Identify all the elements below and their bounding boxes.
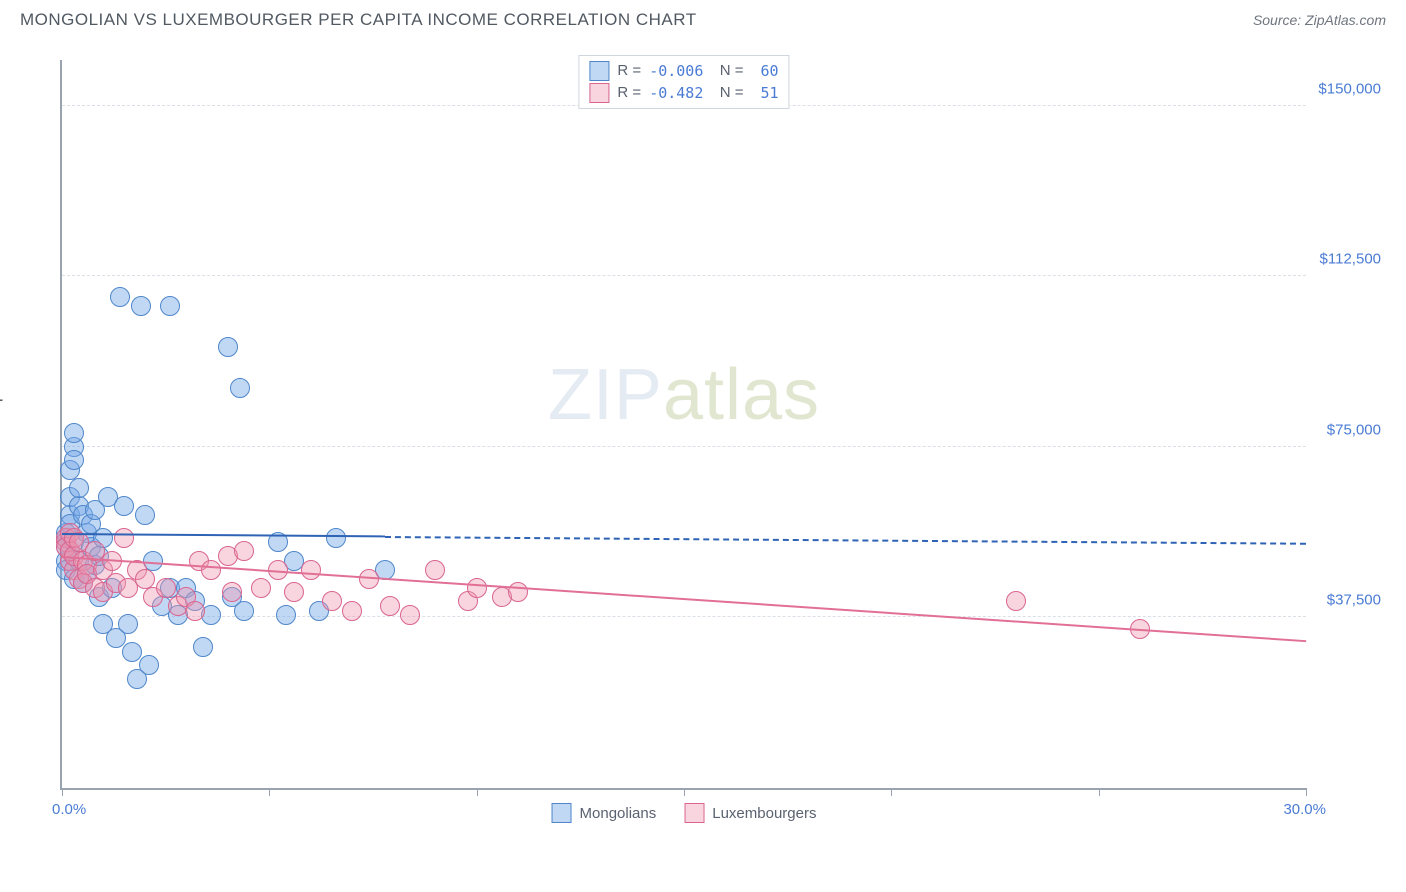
chart-area: Per Capita Income ZIPatlas $37,500$75,00… bbox=[20, 40, 1386, 840]
legend-series: Mongolians Luxembourgers bbox=[552, 803, 817, 823]
legend-row: R = -0.006 N = 60 bbox=[589, 60, 778, 82]
y-axis-title: Per Capita Income bbox=[0, 324, 4, 448]
data-point bbox=[251, 578, 271, 598]
plot-region: ZIPatlas $37,500$75,000$112,500$150,0000… bbox=[60, 60, 1306, 790]
legend-item: Luxembourgers bbox=[684, 803, 816, 823]
gridline bbox=[62, 275, 1306, 276]
legend-stats: R = -0.006 N = 60R = -0.482 N = 51 bbox=[578, 55, 789, 109]
data-point bbox=[508, 582, 528, 602]
data-point bbox=[114, 528, 134, 548]
data-point bbox=[160, 296, 180, 316]
x-label-left: 0.0% bbox=[52, 801, 86, 818]
data-point bbox=[284, 582, 304, 602]
legend-row: R = -0.482 N = 51 bbox=[589, 82, 778, 104]
data-point bbox=[301, 560, 321, 580]
data-point bbox=[64, 423, 84, 443]
data-point bbox=[322, 591, 342, 611]
data-point bbox=[326, 528, 346, 548]
data-point bbox=[230, 378, 250, 398]
legend-item: Mongolians bbox=[552, 803, 657, 823]
data-point bbox=[122, 642, 142, 662]
x-tick bbox=[477, 788, 478, 796]
data-point bbox=[135, 569, 155, 589]
data-point bbox=[64, 450, 84, 470]
data-point bbox=[234, 601, 254, 621]
data-point bbox=[400, 605, 420, 625]
data-point bbox=[110, 287, 130, 307]
data-point bbox=[222, 582, 242, 602]
data-point bbox=[1006, 591, 1026, 611]
x-tick bbox=[269, 788, 270, 796]
x-label-right: 30.0% bbox=[1283, 801, 1326, 818]
data-point bbox=[114, 496, 134, 516]
data-point bbox=[276, 605, 296, 625]
trendline bbox=[385, 536, 1306, 545]
data-point bbox=[69, 478, 89, 498]
data-point bbox=[139, 655, 159, 675]
data-point bbox=[193, 637, 213, 657]
x-tick bbox=[1099, 788, 1100, 796]
y-tick-label: $150,000 bbox=[1318, 80, 1381, 97]
x-tick bbox=[891, 788, 892, 796]
data-point bbox=[156, 578, 176, 598]
data-point bbox=[118, 614, 138, 634]
chart-title: MONGOLIAN VS LUXEMBOURGER PER CAPITA INC… bbox=[20, 10, 697, 30]
watermark: ZIPatlas bbox=[548, 354, 820, 436]
data-point bbox=[380, 596, 400, 616]
y-tick-label: $75,000 bbox=[1327, 421, 1381, 438]
y-tick-label: $37,500 bbox=[1327, 592, 1381, 609]
data-point bbox=[218, 337, 238, 357]
x-tick bbox=[1306, 788, 1307, 796]
data-point bbox=[185, 601, 205, 621]
data-point bbox=[201, 560, 221, 580]
x-tick bbox=[684, 788, 685, 796]
source-label: Source: ZipAtlas.com bbox=[1253, 12, 1386, 28]
gridline bbox=[62, 446, 1306, 447]
trendline bbox=[62, 556, 1306, 642]
y-tick-label: $112,500 bbox=[1320, 251, 1381, 268]
data-point bbox=[234, 541, 254, 561]
x-tick bbox=[62, 788, 63, 796]
data-point bbox=[131, 296, 151, 316]
data-point bbox=[425, 560, 445, 580]
data-point bbox=[135, 505, 155, 525]
data-point bbox=[467, 578, 487, 598]
data-point bbox=[342, 601, 362, 621]
